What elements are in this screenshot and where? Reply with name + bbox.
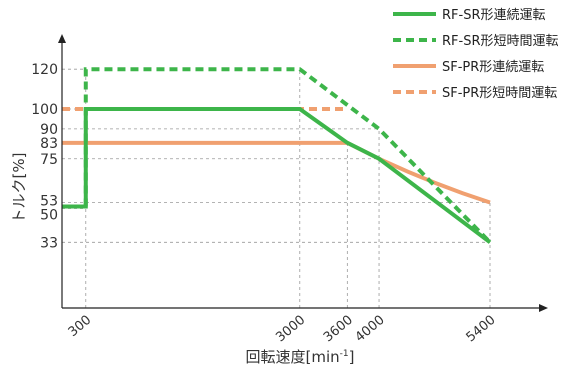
x-tick-label-3600: 3600 xyxy=(321,313,356,346)
y-tick-label-100: 100 xyxy=(31,102,58,118)
axes xyxy=(58,34,548,312)
legend-label-3: SF-PR形短時間運転 xyxy=(442,86,557,101)
x-axis-arrow xyxy=(539,304,548,312)
x-tick-label-3000: 3000 xyxy=(273,313,308,346)
y-tick-label-50: 50 xyxy=(40,208,58,224)
y-tick-label-53: 53 xyxy=(40,194,58,210)
legend-label-1: RF-SR形短時間運転 xyxy=(442,34,559,49)
x-axis-title: 回転速度[min-1] xyxy=(246,348,355,366)
legend-label-2: SF-PR形連続運転 xyxy=(442,60,544,75)
series-line-0 xyxy=(62,107,492,244)
y-tick-label-33: 33 xyxy=(40,235,58,251)
series-lines xyxy=(62,67,492,244)
legend: RF-SR形連続運転 RF-SR形短時間運転 SF-PR形連続運転 SF-PR形短時間… xyxy=(393,8,559,101)
x-axis-title-superscript: -1 xyxy=(340,349,349,359)
x-tick-label-300: 300 xyxy=(66,313,95,340)
x-tick-label-4000: 4000 xyxy=(353,313,388,346)
x-axis-title-main: 回転速度[min xyxy=(246,348,340,366)
y-tick-label-83: 83 xyxy=(40,136,58,152)
legend-label-0: RF-SR形連続運転 xyxy=(442,8,546,23)
grid-lines xyxy=(62,68,491,308)
y-axis-arrow xyxy=(58,34,66,43)
y-tick-label-120: 120 xyxy=(31,62,58,78)
y-tick-label-75: 75 xyxy=(40,152,58,168)
series-line-1 xyxy=(83,67,492,244)
y-tick-label-90: 90 xyxy=(40,122,58,138)
x-axis-title-suffix: ] xyxy=(349,348,355,366)
x-tick-label-5400: 5400 xyxy=(464,313,499,346)
y-axis-title: トルク[%] xyxy=(10,153,28,224)
